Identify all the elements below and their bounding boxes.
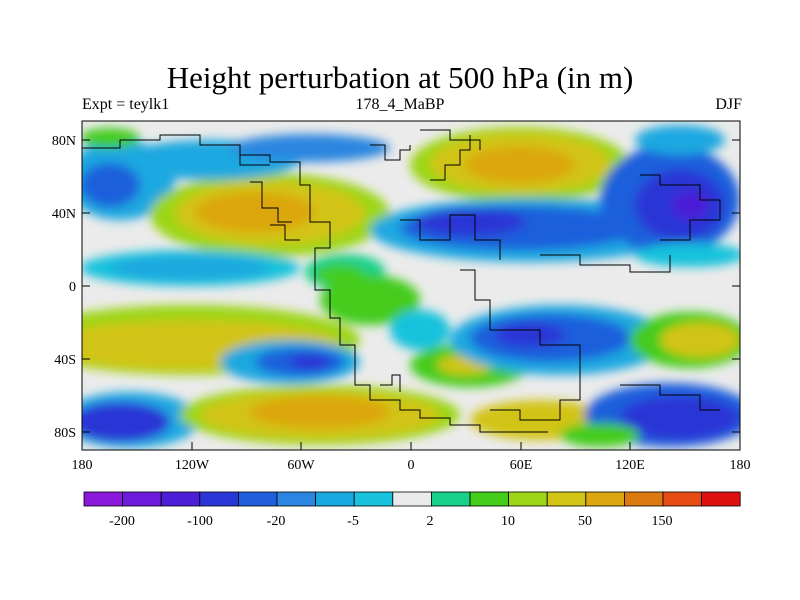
colorbar-swatch xyxy=(199,491,239,507)
colorbar-swatch xyxy=(83,491,123,507)
colorbar-swatch xyxy=(469,491,509,507)
y-tick-0: 0 xyxy=(69,280,76,295)
colorbar-label: 50 xyxy=(578,514,592,529)
colorbar-label: -20 xyxy=(267,514,286,529)
x-tick-60e: 60E xyxy=(510,458,533,473)
colorbar-label: 10 xyxy=(501,514,515,529)
colorbar-swatch xyxy=(353,491,394,507)
x-tick-180e: 180 xyxy=(730,458,751,473)
colorbar-swatch xyxy=(430,491,471,507)
y-tick-40n: 40N xyxy=(52,207,76,222)
coastlines xyxy=(82,129,721,433)
period-label: 178_4_MaBP xyxy=(355,96,445,113)
colorbar-label: 2 xyxy=(427,514,434,529)
colorbar-swatch xyxy=(237,491,278,507)
colorbar-swatch xyxy=(392,491,432,507)
colorbar-swatch xyxy=(315,491,355,507)
y-tick-80n: 80N xyxy=(52,134,76,149)
season-label: DJF xyxy=(715,96,742,113)
colorbar-label: -5 xyxy=(347,514,359,529)
experiment-label: Expt = teylk1 xyxy=(82,96,170,113)
colorbar-swatch xyxy=(701,491,741,507)
colorbar-swatch xyxy=(546,491,587,507)
colorbar xyxy=(83,491,741,507)
colorbar-labels: -200 -100 -20 -5 2 10 50 150 xyxy=(109,514,672,529)
x-tick-60w: 60W xyxy=(287,458,315,473)
colorbar-swatch xyxy=(585,491,625,507)
x-tick-0: 0 xyxy=(408,458,415,473)
colorbar-swatch xyxy=(508,491,548,507)
colorbar-label: -200 xyxy=(109,514,135,529)
x-tick-labels: 180 120W 60W 0 60E 120E 180 xyxy=(72,458,751,473)
y-tick-40s: 40S xyxy=(54,353,76,368)
colorbar-swatch xyxy=(276,491,316,507)
colorbar-label: -100 xyxy=(187,514,213,529)
y-tick-labels: 80N 40N 0 40S 80S xyxy=(52,134,76,441)
colorbar-swatch xyxy=(662,491,702,507)
colorbar-swatch xyxy=(122,491,162,507)
x-tick-120e: 120E xyxy=(615,458,645,473)
x-tick-180w: 180 xyxy=(72,458,93,473)
colorbar-swatch xyxy=(160,491,201,507)
plot-title: Height perturbation at 500 hPa (in m) xyxy=(166,60,634,95)
y-tick-80s: 80S xyxy=(54,426,76,441)
x-tick-120w: 120W xyxy=(175,458,210,473)
contour-field xyxy=(82,121,740,450)
colorbar-label: 150 xyxy=(652,514,673,529)
colorbar-swatch xyxy=(624,491,664,507)
